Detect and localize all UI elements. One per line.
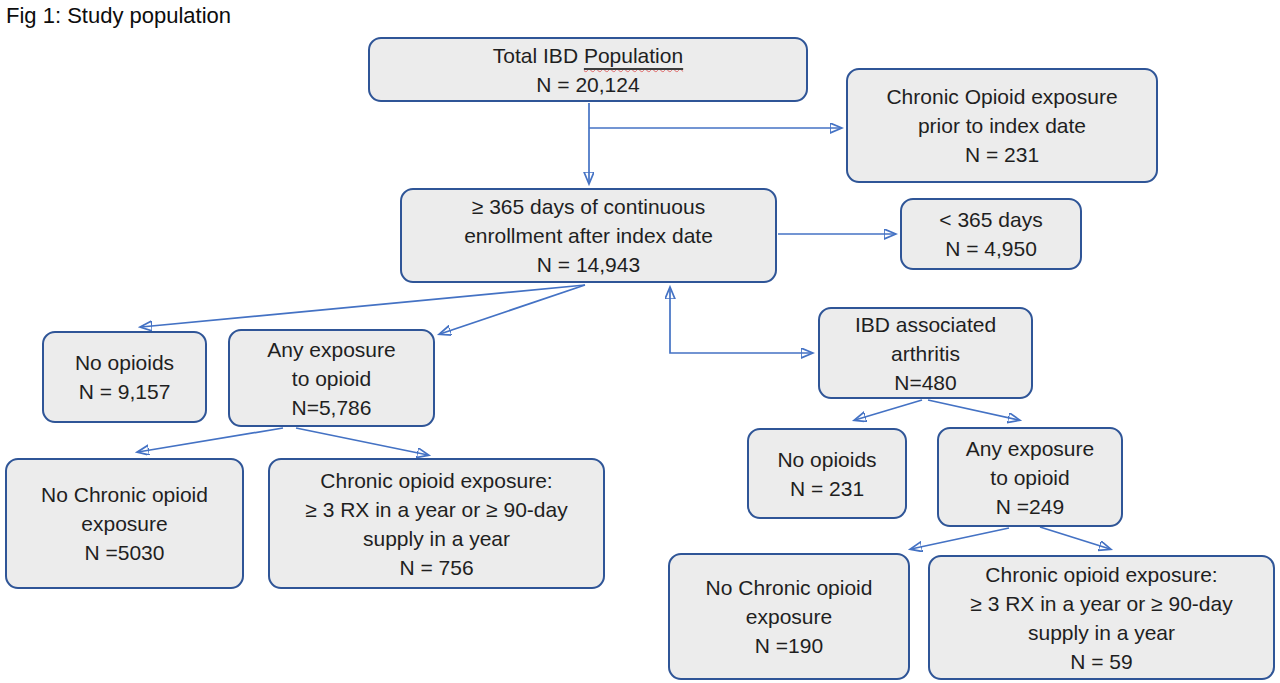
- arrow-enroll365-to-anyexposure-main: [440, 285, 585, 334]
- node-chronic-exposure-main: Chronic opioid exposure: ≥ 3 RX in a yea…: [268, 458, 605, 589]
- node-line: Any exposure: [966, 434, 1094, 463]
- node-count: N =249: [996, 492, 1064, 521]
- arrow-anyexp-to-chronic-arthritis: [1040, 527, 1110, 549]
- node-count: N = 231: [965, 140, 1039, 169]
- node-line: Chronic Opioid exposure: [886, 82, 1117, 111]
- arrow-anyexp-to-nochronic-main: [138, 428, 283, 452]
- node-count: N=5,786: [292, 393, 372, 422]
- node-line: to opioid: [990, 463, 1069, 492]
- node-line: No Chronic opioid: [41, 480, 208, 509]
- arrow-enroll365-to-noopioids-main: [141, 285, 585, 327]
- node-continuous-enrollment: ≥ 365 days of continuous enrollment afte…: [400, 188, 777, 283]
- node-count: N = 9,157: [79, 377, 171, 406]
- node-count: N = 231: [790, 474, 864, 503]
- node-line: Total IBD Population: [493, 41, 683, 70]
- node-no-chronic-exposure-arthritis: No Chronic opioid exposure N =190: [668, 553, 910, 680]
- figure-title: Fig 1: Study population: [6, 3, 231, 29]
- arrow-ibd-to-anyexposure-arthritis: [928, 400, 1019, 420]
- node-chronic-exposure-arthritis: Chronic opioid exposure: ≥ 3 RX in a yea…: [928, 555, 1275, 680]
- node-no-chronic-exposure-main: No Chronic opioid exposure N =5030: [5, 458, 244, 589]
- node-line: No opioids: [75, 348, 174, 377]
- node-line: No opioids: [777, 445, 876, 474]
- node-line: arthritis: [891, 339, 960, 368]
- node-count: N = 14,943: [537, 250, 640, 279]
- node-ibd-associated-arthritis: IBD associated arthritis N=480: [818, 307, 1033, 399]
- node-line: Chronic opioid exposure:: [985, 560, 1217, 589]
- node-total-ibd-population: Total IBD Population N = 20,124: [368, 37, 808, 102]
- node-line: ≥ 3 RX in a year or ≥ 90-day: [970, 589, 1232, 618]
- node-line: Chronic opioid exposure:: [320, 466, 552, 495]
- node-count: N = 4,950: [945, 234, 1037, 263]
- flowchart-canvas: Fig 1: Study population Total IBD Popula…: [0, 0, 1280, 683]
- node-count: N=480: [894, 368, 956, 397]
- node-count: N =5030: [85, 538, 165, 567]
- node-less-than-365-days: < 365 days N = 4,950: [900, 198, 1082, 270]
- node-count: N = 20,124: [536, 70, 639, 99]
- node-count: N =190: [755, 631, 823, 660]
- arrow-elbow-ibd-arthritis: [670, 288, 812, 353]
- node-line: ≥ 365 days of continuous: [472, 192, 705, 221]
- node-any-exposure-main: Any exposure to opioid N=5,786: [228, 329, 435, 427]
- node-line: IBD associated: [855, 310, 996, 339]
- node-line: Any exposure: [267, 335, 395, 364]
- node-count: N = 756: [399, 553, 473, 582]
- node-line: ≥ 3 RX in a year or ≥ 90-day: [305, 495, 567, 524]
- node-line: to opioid: [292, 364, 371, 393]
- node-count: N = 59: [1070, 647, 1132, 676]
- arrow-anyexp-to-nochronic-arthritis: [911, 528, 1009, 549]
- node-line: exposure: [746, 602, 832, 631]
- node-line: supply in a year: [1028, 618, 1175, 647]
- node-line: enrollment after index date: [464, 221, 713, 250]
- node-no-opioids-arthritis: No opioids N = 231: [747, 428, 907, 519]
- arrow-ibd-to-noopioids-arthritis: [855, 400, 922, 420]
- node-line: No Chronic opioid: [706, 573, 873, 602]
- node-any-exposure-arthritis: Any exposure to opioid N =249: [937, 427, 1123, 527]
- node-no-opioids-main: No opioids N = 9,157: [42, 331, 207, 423]
- node-chronic-opioid-prior: Chronic Opioid exposure prior to index d…: [846, 68, 1158, 183]
- node-line: exposure: [81, 509, 167, 538]
- node-line: prior to index date: [918, 111, 1086, 140]
- node-line: < 365 days: [939, 205, 1042, 234]
- node-line: supply in a year: [363, 524, 510, 553]
- arrow-anyexp-to-chronic-main: [296, 428, 428, 455]
